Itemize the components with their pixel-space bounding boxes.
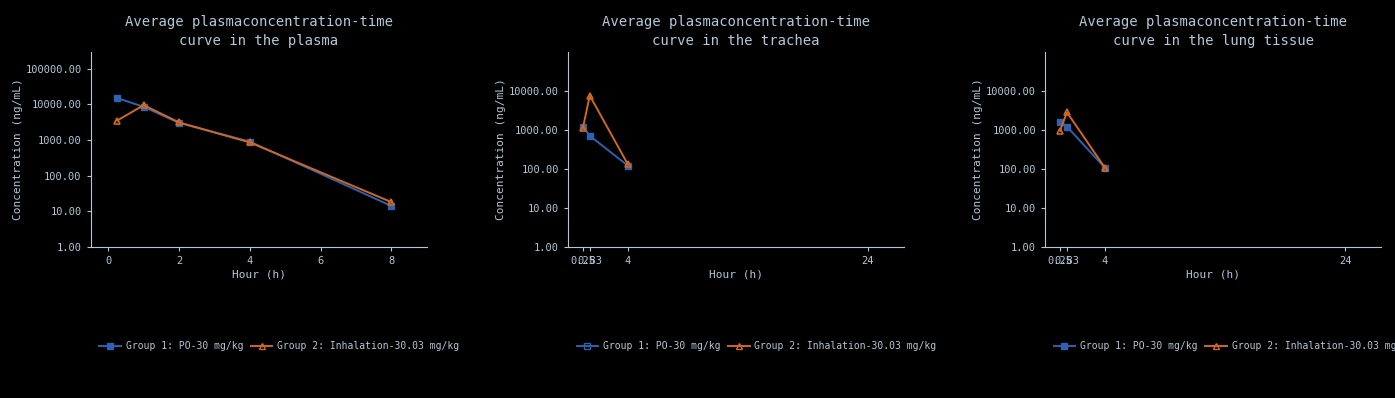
Legend: Group 1: PO-30 mg/kg, Group 2: Inhalation-30.03 mg/kg: Group 1: PO-30 mg/kg, Group 2: Inhalatio… [95, 338, 463, 355]
X-axis label: Hour (h): Hour (h) [709, 270, 763, 280]
Y-axis label: Concentration (ng/mL): Concentration (ng/mL) [974, 78, 983, 220]
X-axis label: Hour (h): Hour (h) [232, 270, 286, 280]
Legend: Group 1: PO-30 mg/kg, Group 2: Inhalation-30.03 mg/kg: Group 1: PO-30 mg/kg, Group 2: Inhalatio… [1050, 338, 1395, 355]
X-axis label: Hour (h): Hour (h) [1186, 270, 1240, 280]
Y-axis label: Concentration (ng/mL): Concentration (ng/mL) [497, 78, 506, 220]
Title: Average plasmaconcentration-time
curve in the plasma: Average plasmaconcentration-time curve i… [124, 16, 393, 48]
Title: Average plasmaconcentration-time
curve in the trachea: Average plasmaconcentration-time curve i… [601, 16, 870, 48]
Title: Average plasmaconcentration-time
curve in the lung tissue: Average plasmaconcentration-time curve i… [1078, 16, 1348, 48]
Legend: Group 1: PO-30 mg/kg, Group 2: Inhalation-30.03 mg/kg: Group 1: PO-30 mg/kg, Group 2: Inhalatio… [573, 338, 940, 355]
Y-axis label: Concentration (ng/mL): Concentration (ng/mL) [13, 78, 22, 220]
